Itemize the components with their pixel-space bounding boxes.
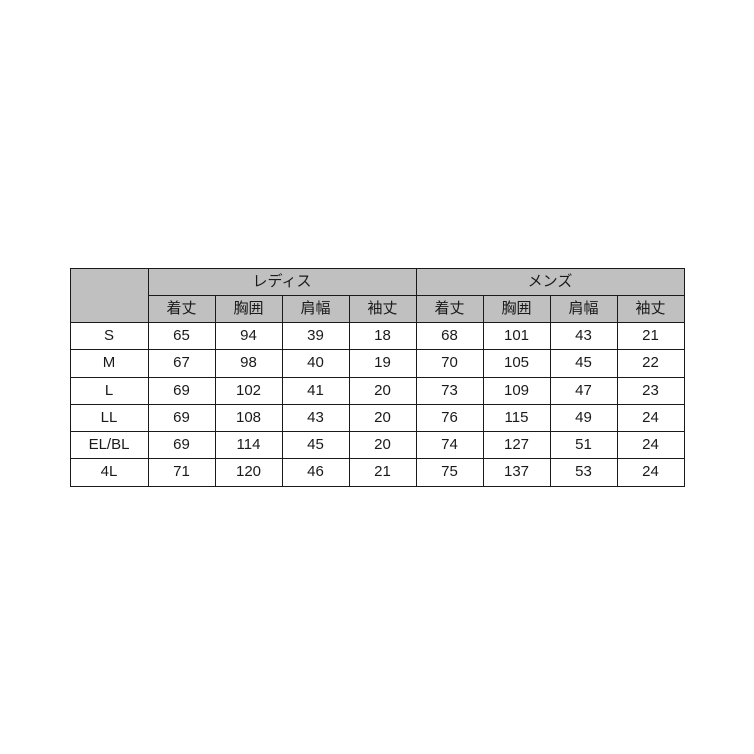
cell: 43: [282, 404, 349, 431]
cell: 45: [550, 350, 617, 377]
cell: 24: [617, 432, 684, 459]
page: レディス メンズ 着丈 胸囲 肩幅 袖丈 着丈 胸囲 肩幅 袖丈 S 65 94…: [0, 0, 754, 754]
cell: 108: [215, 404, 282, 431]
header-row-groups: レディス メンズ: [70, 268, 684, 295]
measure-header: 着丈: [416, 295, 483, 322]
cell: 21: [617, 323, 684, 350]
measure-header: 着丈: [148, 295, 215, 322]
cell: 47: [550, 377, 617, 404]
size-label: 4L: [70, 459, 148, 486]
cell: 69: [148, 404, 215, 431]
cell: 49: [550, 404, 617, 431]
measure-header: 胸囲: [215, 295, 282, 322]
cell: 45: [282, 432, 349, 459]
cell: 115: [483, 404, 550, 431]
cell: 73: [416, 377, 483, 404]
cell: 23: [617, 377, 684, 404]
header-row-measures: 着丈 胸囲 肩幅 袖丈 着丈 胸囲 肩幅 袖丈: [70, 295, 684, 322]
cell: 102: [215, 377, 282, 404]
cell: 98: [215, 350, 282, 377]
cell: 53: [550, 459, 617, 486]
cell: 94: [215, 323, 282, 350]
size-label: EL/BL: [70, 432, 148, 459]
cell: 71: [148, 459, 215, 486]
cell: 41: [282, 377, 349, 404]
cell: 65: [148, 323, 215, 350]
cell: 19: [349, 350, 416, 377]
cell: 39: [282, 323, 349, 350]
cell: 105: [483, 350, 550, 377]
size-chart-table: レディス メンズ 着丈 胸囲 肩幅 袖丈 着丈 胸囲 肩幅 袖丈 S 65 94…: [70, 268, 685, 487]
measure-header: 肩幅: [282, 295, 349, 322]
size-label: S: [70, 323, 148, 350]
measure-header: 胸囲: [483, 295, 550, 322]
cell: 101: [483, 323, 550, 350]
size-label: LL: [70, 404, 148, 431]
measure-header: 肩幅: [550, 295, 617, 322]
group-header-mens: メンズ: [416, 268, 684, 295]
cell: 51: [550, 432, 617, 459]
cell: 69: [148, 432, 215, 459]
cell: 67: [148, 350, 215, 377]
cell: 68: [416, 323, 483, 350]
table-row: EL/BL 69 114 45 20 74 127 51 24: [70, 432, 684, 459]
cell: 120: [215, 459, 282, 486]
cell: 20: [349, 404, 416, 431]
cell: 21: [349, 459, 416, 486]
cell: 18: [349, 323, 416, 350]
cell: 127: [483, 432, 550, 459]
table-row: M 67 98 40 19 70 105 45 22: [70, 350, 684, 377]
cell: 75: [416, 459, 483, 486]
corner-header: [70, 268, 148, 323]
cell: 46: [282, 459, 349, 486]
cell: 20: [349, 377, 416, 404]
size-label: L: [70, 377, 148, 404]
table-row: LL 69 108 43 20 76 115 49 24: [70, 404, 684, 431]
size-label: M: [70, 350, 148, 377]
cell: 20: [349, 432, 416, 459]
table-row: 4L 71 120 46 21 75 137 53 24: [70, 459, 684, 486]
cell: 43: [550, 323, 617, 350]
table-row: L 69 102 41 20 73 109 47 23: [70, 377, 684, 404]
cell: 137: [483, 459, 550, 486]
cell: 74: [416, 432, 483, 459]
cell: 24: [617, 459, 684, 486]
cell: 24: [617, 404, 684, 431]
measure-header: 袖丈: [349, 295, 416, 322]
cell: 40: [282, 350, 349, 377]
cell: 76: [416, 404, 483, 431]
cell: 114: [215, 432, 282, 459]
group-header-ladies: レディス: [148, 268, 416, 295]
cell: 22: [617, 350, 684, 377]
cell: 109: [483, 377, 550, 404]
cell: 70: [416, 350, 483, 377]
table-row: S 65 94 39 18 68 101 43 21: [70, 323, 684, 350]
measure-header: 袖丈: [617, 295, 684, 322]
cell: 69: [148, 377, 215, 404]
